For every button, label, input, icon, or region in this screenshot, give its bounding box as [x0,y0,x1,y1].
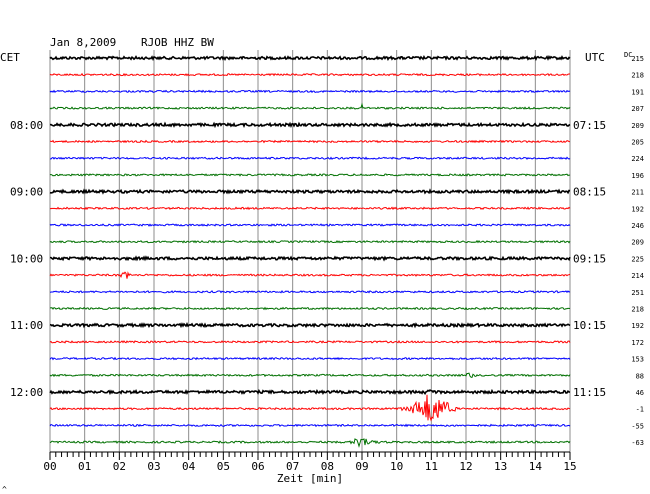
x-tick-label: 06 [251,460,264,473]
hour-label-utc: 08:15 [573,186,606,199]
seismic-trace [49,173,571,177]
seismic-trace [49,423,571,428]
seismic-trace [49,55,571,62]
seismic-trace [49,188,571,195]
hour-label-utc: 10:15 [573,319,606,332]
right-timezone-label: UTC [585,51,605,64]
seismic-trace [49,72,570,77]
seismic-trace [49,438,571,448]
hour-label-utc: 11:15 [573,386,606,399]
date-label: Jan 8,2009 [50,36,116,49]
dc-value: 88 [636,372,644,380]
x-tick-label: 07 [286,460,299,473]
hour-label-cet: 08:00 [10,119,43,132]
trace-group [49,55,571,448]
dc-header-label: DC [624,51,632,59]
seismic-trace [49,206,571,211]
x-tick-label: 02 [113,460,126,473]
dc-value: 192 [631,205,644,213]
seismic-trace [49,394,571,422]
dc-value: 214 [631,272,644,280]
dc-value: 196 [631,172,644,180]
dc-value: 207 [631,105,644,113]
x-tick-label: 15 [563,460,576,473]
seismic-trace [49,156,571,160]
seismic-trace [49,223,571,227]
dc-value: 209 [631,239,644,247]
seismic-trace [49,340,571,344]
dc-value: 215 [631,55,644,63]
dc-value: 251 [631,289,644,297]
left-timezone-label: CET [0,51,20,64]
x-tick-label: 11 [425,460,438,473]
minute-grid [49,50,571,452]
dc-value: 192 [631,322,644,330]
station-label: RJOB HHZ BW [141,36,214,49]
dc-value: 246 [631,222,644,230]
x-tick-label: 01 [78,460,91,473]
x-tick-label: 10 [390,460,403,473]
dc-value: 172 [631,339,644,347]
seismic-trace [49,322,571,329]
seismic-trace [49,255,571,262]
hour-label-cet: 10:00 [10,252,43,265]
dc-value: 209 [631,122,644,130]
seismic-trace [49,289,571,294]
seismic-trace [49,388,571,396]
dc-value: 153 [631,356,644,364]
seismic-trace [49,271,571,279]
x-tick-label: 12 [459,460,472,473]
hour-label-cet: 09:00 [10,186,43,199]
dc-value: 205 [631,139,644,147]
x-tick-label: 08 [321,460,334,473]
x-axis: 00 01 02 03 04 05 06 07 08 09 10 11 12 13 14 15 [43,451,577,473]
x-tick-label: 04 [182,460,196,473]
hour-label-cet: 12:00 [10,386,43,399]
dc-value: 218 [631,72,644,80]
hour-label-utc: 07:15 [573,119,606,132]
dc-value: -1 [636,406,644,414]
seismic-trace [49,356,571,361]
seismic-trace [49,239,571,244]
dc-value: 218 [631,306,644,314]
x-tick-label: 03 [147,460,160,473]
x-tick-label: 05 [217,460,230,473]
x-tick-label: 14 [529,460,543,473]
x-tick-label: 00 [43,460,56,473]
seismic-trace [50,306,571,311]
footer-mark: ^ [2,485,7,494]
dc-value: 46 [636,389,644,397]
x-tick-label: 09 [355,460,368,473]
dc-value: 224 [631,155,644,163]
x-tick-label: 13 [494,460,507,473]
dc-value: 211 [631,189,644,197]
dc-labels: 215 218 191 207 209 205 224 196 211 192 246 209 225 2… [631,55,644,447]
hour-label-cet: 11:00 [10,319,43,332]
seismic-trace [49,372,571,378]
seismic-trace [49,102,571,110]
dc-value: 191 [631,88,644,96]
seismic-trace [50,139,570,144]
dc-value: -55 [631,422,644,430]
hour-labels: 08:00 07:15 09:00 08:15 10:00 09:15 11:00 10:15… [10,119,606,399]
dc-value: -63 [631,439,644,447]
hour-label-utc: 09:15 [573,252,606,265]
x-axis-title: Zeit [min] [277,472,343,485]
seismic-trace [49,121,571,129]
dc-value: 225 [631,255,644,263]
seismic-trace [49,89,571,94]
